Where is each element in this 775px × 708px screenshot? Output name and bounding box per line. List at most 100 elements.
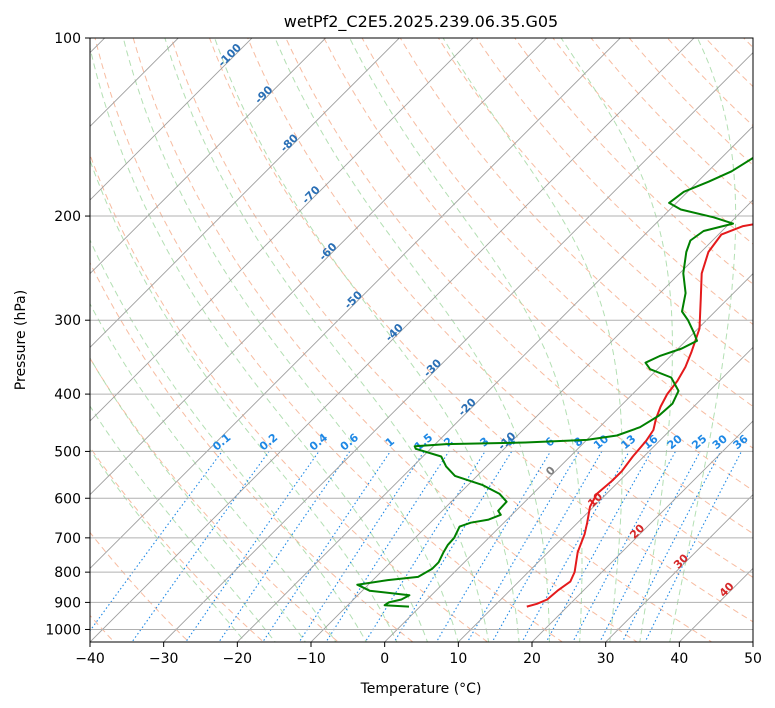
- isotherm-line: [531, 420, 753, 642]
- isotherm-label: -100: [215, 41, 244, 70]
- moist-adiabat: [90, 158, 398, 642]
- mixing-ratio-label: 13: [618, 432, 638, 452]
- chart-title: wetPf2_C2E5.2025.239.06.35.G05: [284, 12, 558, 32]
- x-tick-label: −30: [149, 651, 179, 667]
- mixing-ratio-line: [298, 451, 425, 642]
- moist-adiabat: [90, 357, 307, 642]
- isotherm-line: [90, 38, 474, 422]
- isotherm-line: [605, 494, 753, 642]
- mixing-ratio-line: [466, 451, 580, 642]
- x-tick-label: 20: [523, 651, 541, 667]
- isotherm-line: [90, 38, 327, 275]
- isotherm-label: -30: [421, 356, 444, 379]
- moist-adiabat: [560, 38, 673, 642]
- mixing-ratio-label: 25: [689, 432, 709, 452]
- isotherm-line: [0, 11, 58, 654]
- mixing-ratio-label: 10: [591, 432, 611, 452]
- x-tick-label: 0: [380, 651, 389, 667]
- mixing-ratio-line: [262, 451, 391, 642]
- x-tick-label: 30: [597, 651, 615, 667]
- y-axis-label: Pressure (hPa): [13, 290, 29, 390]
- isotherm-line: [90, 38, 695, 642]
- mixing-ratio-line: [393, 451, 513, 642]
- isotherm-label: -60: [316, 240, 339, 263]
- isotherm-label: 10: [585, 490, 605, 510]
- plot-area: 0.1 0.2 0.4 0.6 1 1.5 2 3 4 6 8 10 13 16 20 25 30 36-100-…: [0, 11, 753, 654]
- y-tick-label: 900: [54, 595, 81, 611]
- pressure-gridlines: [90, 38, 753, 630]
- moist-adiabat: [442, 38, 623, 642]
- y-tick-label: 600: [54, 491, 81, 507]
- mixing-ratio-line: [435, 451, 552, 642]
- isotherm-line: [457, 346, 753, 642]
- isotherm-line: [90, 38, 548, 496]
- dry-adiabat: [90, 261, 414, 642]
- x-tick-label: −20: [223, 651, 253, 667]
- x-tick-label: 40: [670, 651, 688, 667]
- mixing-ratio-label: 1: [383, 435, 397, 450]
- dry-adiabat: [743, 38, 753, 49]
- dry-adiabat: [514, 38, 753, 285]
- x-tick-label: −10: [296, 651, 326, 667]
- dry-adiabat: [247, 38, 753, 578]
- dry-adiabat: [628, 38, 753, 166]
- moist-adiabat: [90, 302, 337, 642]
- y-tick-label: 400: [54, 387, 81, 403]
- dry-adiabat: [323, 38, 753, 492]
- dry-adiabat: [132, 38, 638, 642]
- moist-adiabat: [164, 38, 490, 642]
- dry-adiabat: [90, 446, 265, 642]
- dry-adiabat: [399, 38, 753, 408]
- dry-adiabat: [208, 38, 753, 623]
- y-axis: 100 200 300 400 500 600 700 800 900 1000: [45, 31, 90, 638]
- y-tick-label: 1000: [45, 622, 81, 638]
- isotherm-label: -70: [300, 183, 323, 206]
- isotherm-line: [752, 641, 753, 642]
- isotherm-line: [384, 273, 753, 642]
- moist-adiabat: [669, 38, 737, 642]
- x-tick-label: 10: [449, 651, 467, 667]
- isotherm-line: [163, 52, 753, 642]
- mixing-ratio-line: [621, 451, 722, 642]
- y-tick-label: 500: [54, 444, 81, 460]
- dry-adiabat: [94, 38, 564, 642]
- mixing-ratio-label: 3: [477, 435, 491, 450]
- moist-adiabat: [90, 45, 429, 642]
- isotherm-line: [310, 199, 753, 642]
- temperature-profile-line: [526, 223, 753, 608]
- mixing-ratio-label: 0.2: [257, 431, 280, 453]
- isotherm-label: 30: [671, 551, 691, 571]
- isotherm-label: -20: [456, 395, 479, 418]
- isotherm-label: -40: [383, 321, 406, 344]
- y-tick-label: 800: [54, 565, 81, 581]
- mixing-ratio-label: 2: [441, 435, 455, 450]
- mixing-ratio-label: 0.1: [210, 431, 233, 453]
- y-tick-label: 100: [54, 31, 81, 47]
- moist-adiabat: [90, 238, 367, 642]
- x-axis-label: Temperature (°C): [360, 681, 482, 697]
- dry-adiabat: [170, 38, 713, 642]
- y-tick-label: 700: [54, 531, 81, 547]
- isotherm-line: [90, 38, 621, 569]
- isotherm-label: 20: [627, 521, 647, 541]
- profile-series: [356, 156, 753, 608]
- dry-adiabat: [90, 153, 489, 642]
- dry-adiabat: [666, 38, 753, 127]
- dry-adiabat: [361, 38, 753, 449]
- mixing-ratio-line: [644, 451, 742, 642]
- isotherm-line: [90, 38, 253, 201]
- y-tick-label: 200: [54, 209, 81, 225]
- moist-adiabat: [122, 38, 459, 642]
- mixing-ratio-line: [545, 451, 652, 642]
- moist-adiabat: [349, 38, 583, 642]
- dry-adiabat: [90, 531, 190, 642]
- plot-frame: [89, 37, 754, 643]
- isotherm-label: -80: [278, 131, 301, 154]
- dry-adiabat: [476, 38, 753, 326]
- isotherm-label: -50: [342, 288, 365, 311]
- x-axis: −40 −30 −20 −10 0 10 20 30 40 50: [75, 642, 762, 667]
- mixing-ratio-label: 1.5: [412, 431, 435, 453]
- isotherm-line: [236, 125, 753, 642]
- isotherm-label: 40: [717, 579, 737, 599]
